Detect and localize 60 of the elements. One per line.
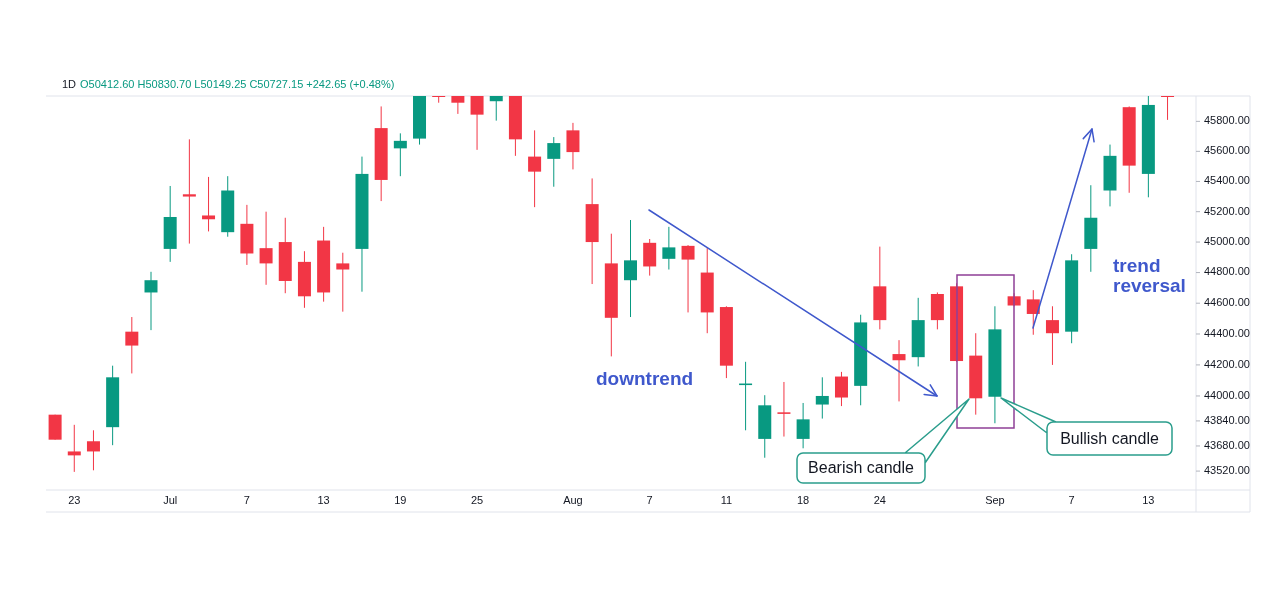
- y-tick-label: 45400.00: [1204, 174, 1250, 187]
- candlestick: [336, 252, 350, 313]
- candlestick: [86, 429, 100, 471]
- x-tick-label: 7: [646, 493, 653, 506]
- candlestick: [547, 136, 561, 188]
- annotation: trend reversal: [1113, 255, 1186, 296]
- candlestick: [892, 339, 906, 402]
- x-tick-label: Jul: [163, 493, 178, 506]
- candlestick: [125, 316, 139, 374]
- y-tick-label: 43680.00: [1204, 438, 1250, 451]
- y-tick-label: 44800.00: [1204, 265, 1250, 278]
- candlestick: [662, 226, 676, 271]
- y-tick-label: 45000.00: [1204, 234, 1250, 247]
- text: 1D: [62, 78, 77, 90]
- candlestick: [815, 376, 829, 420]
- x-tick-label: 24: [873, 493, 886, 506]
- candlestick: [566, 122, 580, 170]
- candlestick: [1161, 95, 1175, 121]
- x-tick-label: 13: [317, 493, 330, 506]
- x-tick-label: 25: [470, 493, 484, 506]
- x-tick-label: 7: [243, 493, 250, 506]
- candlestick: [643, 238, 657, 277]
- candlestick: [182, 138, 196, 245]
- y-tick-label: 44400.00: [1204, 326, 1250, 339]
- x-tick-label: Aug: [563, 493, 583, 506]
- x-tick-label: 11: [720, 493, 733, 506]
- y-tick-label: 45200.00: [1204, 204, 1250, 217]
- candlestick: [470, 95, 484, 151]
- candlestick: [681, 244, 695, 313]
- x-tick-label: Sep: [985, 493, 1005, 506]
- candlestick: [777, 381, 791, 438]
- candlestick: [144, 271, 158, 331]
- annotation: Bearish candle: [808, 458, 915, 476]
- candlestick: [1045, 305, 1059, 366]
- annotation: Bullish candle: [1060, 430, 1159, 447]
- candlestick: [489, 95, 503, 122]
- x-tick-label: 19: [394, 493, 407, 506]
- x-tick-label: 23: [68, 493, 81, 506]
- y-tick-label: 44600.00: [1204, 296, 1250, 309]
- candlestick: [796, 402, 810, 449]
- candlestick: [624, 219, 637, 318]
- annotation: downtrend: [596, 368, 694, 389]
- text: O50412.60 H50830.70 L50149.25 C50727.15 +242.65 (+0.48%): [80, 78, 395, 90]
- y-tick-label: 44200.00: [1204, 357, 1250, 370]
- candlestick: [528, 129, 542, 208]
- y-tick-label: 43840.00: [1204, 413, 1250, 426]
- candlestick: [202, 176, 216, 232]
- candlestick: [67, 424, 81, 473]
- candlestick: [834, 371, 848, 407]
- y-tick-label: 45600.00: [1204, 144, 1250, 157]
- y-tick-label: 43520.00: [1204, 464, 1250, 476]
- y-tick-label: 44000.00: [1204, 388, 1250, 401]
- candlestick: [451, 95, 465, 115]
- x-tick-label: 18: [796, 493, 810, 506]
- candlestick: [1026, 289, 1040, 336]
- x-tick-label: 7: [1068, 493, 1075, 506]
- candlestick: [393, 132, 407, 177]
- x-tick-label: 13: [1142, 493, 1155, 506]
- y-tick-label: 45800.00: [1204, 114, 1250, 127]
- candlestick: [259, 211, 273, 286]
